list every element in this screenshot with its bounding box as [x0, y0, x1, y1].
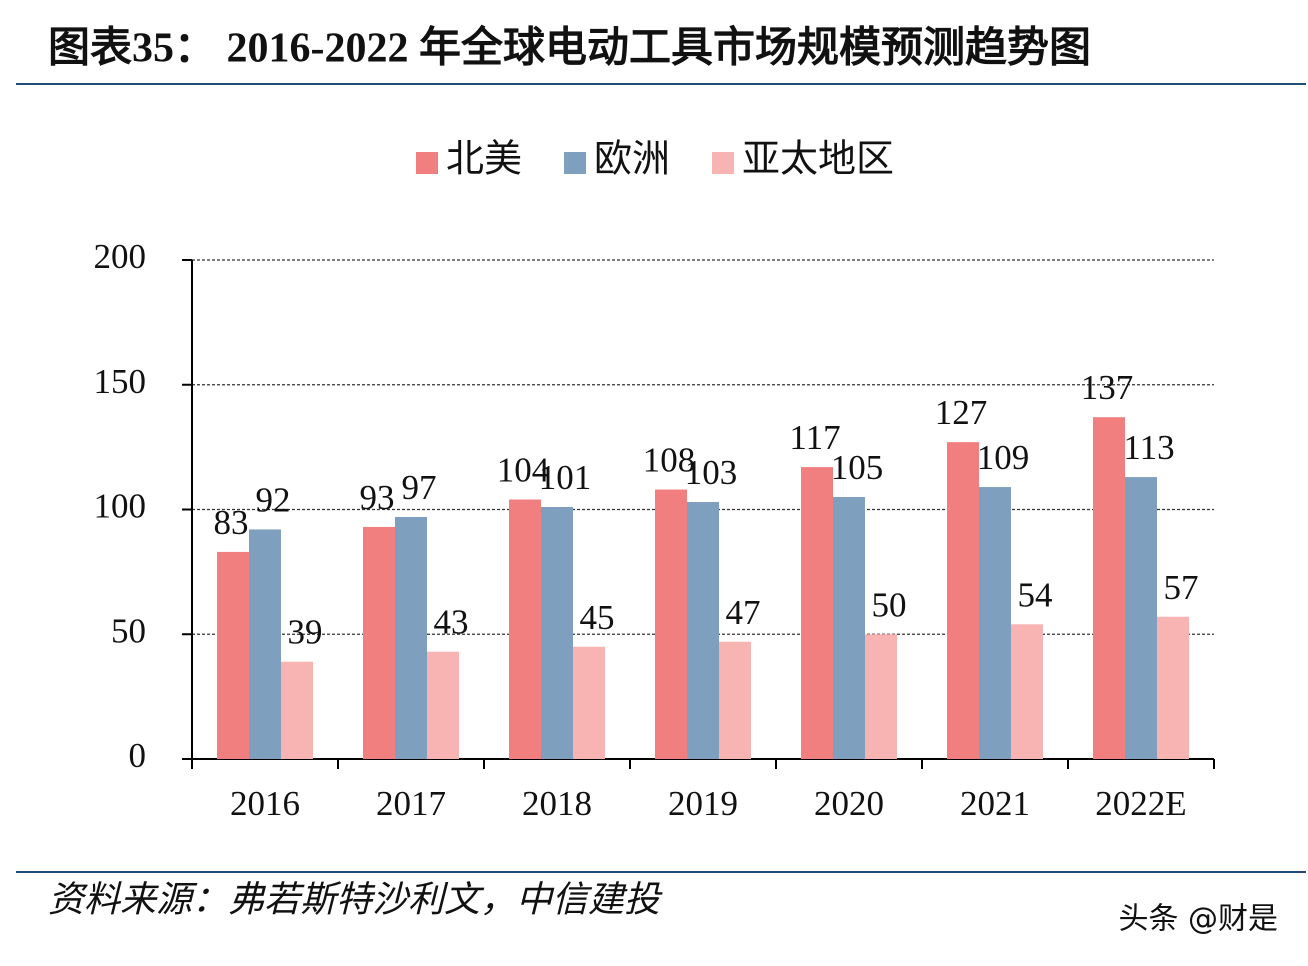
bar: [833, 497, 865, 759]
bar: [719, 641, 751, 759]
data-label: 103: [685, 453, 738, 492]
legend-swatch: [416, 152, 438, 174]
data-label: 109: [977, 438, 1030, 477]
bar: [1125, 477, 1157, 759]
bar: [395, 516, 427, 759]
y-tick-label: 150: [94, 362, 147, 401]
bar: [947, 442, 979, 759]
bar: [655, 489, 687, 759]
data-label: 54: [1018, 575, 1053, 614]
x-tick-label: 2017: [376, 784, 446, 823]
legend-swatch: [712, 152, 735, 174]
watermark: 头条 @财是: [1118, 902, 1278, 937]
legend-label: 北美: [446, 139, 522, 181]
bar: [217, 551, 249, 759]
data-label: 50: [872, 585, 907, 624]
bar: [1093, 417, 1125, 759]
data-label: 117: [789, 418, 840, 457]
x-tick-label: 2020: [814, 784, 884, 823]
data-label: 57: [1164, 568, 1199, 607]
bar: [979, 487, 1011, 759]
legend-swatch: [564, 152, 587, 174]
x-tick-label: 2018: [522, 784, 592, 823]
data-label: 104: [497, 451, 550, 490]
bar: [249, 529, 281, 759]
y-tick-label: 200: [94, 237, 147, 276]
data-label: 43: [434, 603, 469, 642]
data-label: 127: [935, 393, 988, 432]
legend: 北美 欧洲 亚太地区: [416, 139, 894, 181]
bar: [363, 526, 395, 759]
data-label: 97: [402, 468, 437, 507]
x-tick-label: 2021: [960, 784, 1030, 823]
bar: [427, 651, 459, 759]
bar: [801, 467, 833, 759]
data-label: 39: [288, 613, 323, 652]
data-label: 105: [831, 448, 884, 487]
legend-label: 欧洲: [594, 139, 670, 181]
data-label: 108: [643, 441, 696, 480]
bar: [687, 502, 719, 759]
chart-title: 图表35： 2016-2022 年全球电动工具市场规模预测趋势图: [48, 24, 1091, 72]
source-note: 资料来源：弗若斯特沙利文，中信建投: [48, 879, 663, 919]
data-label: 137: [1081, 368, 1134, 407]
data-label: 47: [726, 593, 761, 632]
bar: [281, 661, 313, 759]
bar: [541, 507, 573, 759]
data-label: 92: [256, 480, 291, 519]
y-tick-label: 100: [94, 487, 147, 526]
bar: [509, 499, 541, 759]
bar: [573, 646, 605, 759]
data-label: 93: [360, 478, 395, 517]
legend-label: 亚太地区: [742, 139, 894, 181]
bar: [1011, 624, 1043, 759]
x-tick-label: 2019: [668, 784, 738, 823]
data-label: 83: [214, 503, 249, 542]
bar: [865, 634, 897, 759]
data-label: 101: [539, 458, 592, 497]
x-tick-label: 2022E: [1095, 784, 1186, 823]
data-label: 45: [580, 598, 615, 637]
data-label: 113: [1123, 428, 1174, 467]
y-tick-label: 50: [111, 611, 146, 650]
x-tick-label: 2016: [230, 784, 300, 823]
bar: [1157, 616, 1189, 759]
y-tick-label: 0: [129, 736, 147, 775]
